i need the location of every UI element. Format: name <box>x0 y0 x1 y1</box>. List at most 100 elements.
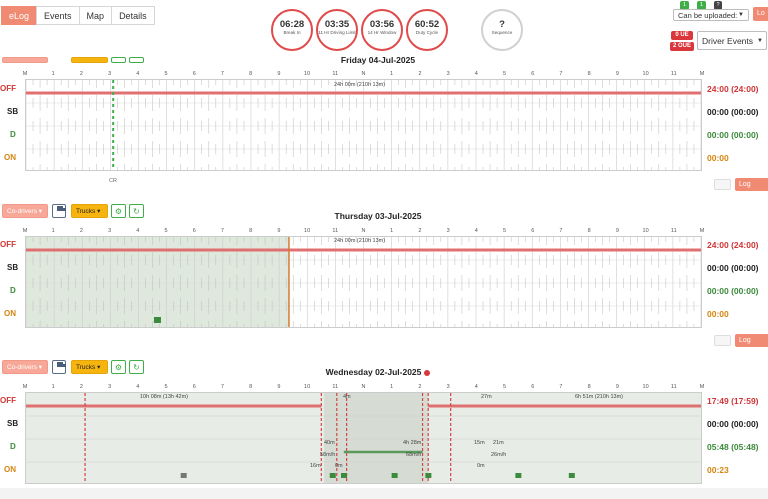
bottom-strip <box>0 488 768 499</box>
hour-label: 6 <box>531 384 535 390</box>
row-off-2: OFF <box>0 240 16 249</box>
hour-label: 11 <box>332 228 339 234</box>
day-title-3: Wednesday 02-Jul-2025 <box>228 367 528 377</box>
comment-button-2[interactable] <box>714 335 731 346</box>
truck-event-icon <box>180 473 187 478</box>
hour-label: 7 <box>559 228 563 234</box>
log-events-button-2[interactable]: Log Events <box>735 334 768 357</box>
driving-limit-gauge[interactable]: 03:35 11 Hr Driving Limit <box>316 9 358 51</box>
row-sb-1: SB <box>7 107 19 116</box>
hour-label: 4 <box>136 71 140 77</box>
hour-label: 7 <box>559 71 563 77</box>
upload-select[interactable]: Can be uploaded: ▼ <box>673 9 749 21</box>
trucks-label-2: Trucks <box>76 208 96 215</box>
seg-label-4h28m: 4h 28m <box>403 440 422 446</box>
hour-label: 4 <box>136 384 140 390</box>
hour-label: 1 <box>51 71 55 77</box>
sync-button-3[interactable]: ⚙ <box>111 360 126 374</box>
refresh-button-2[interactable]: ↻ <box>129 204 144 218</box>
log-events-button-1[interactable]: Log Events <box>735 178 768 201</box>
truck-icon-button-3[interactable] <box>52 360 66 374</box>
hour-label: 7 <box>220 228 224 234</box>
hour-label: M <box>22 384 28 390</box>
hour-label: 10 <box>304 71 311 77</box>
window-gauge[interactable]: 03:56 14 Hr Window <box>361 9 403 51</box>
hour-label: 2 <box>79 384 83 390</box>
hour-label: 6 <box>531 228 535 234</box>
sync-button-2[interactable]: ⚙ <box>111 204 126 218</box>
seg-label-16m: 16m <box>310 463 321 469</box>
hour-label: 9 <box>615 384 619 390</box>
window-label: 14 Hr Window <box>367 30 397 35</box>
hour-label: 2 <box>418 384 422 390</box>
co-drivers-button-1[interactable] <box>2 57 48 63</box>
refresh-button-3[interactable]: ↻ <box>129 360 144 374</box>
total-d-2: 00:00 (00:00) <box>707 286 759 296</box>
row-on-3: ON <box>4 465 16 474</box>
day-title-1: Friday 04-Jul-2025 <box>340 55 416 65</box>
row-on-1: ON <box>4 153 16 162</box>
hour-label: 2 <box>418 71 422 77</box>
badge-1[interactable]: 1 <box>680 1 689 10</box>
refresh-button-1[interactable] <box>129 57 144 63</box>
log-grid-1[interactable] <box>25 79 702 171</box>
total-sb-3: 00:00 (00:00) <box>707 419 759 429</box>
co-drivers-label-2: Co-drivers <box>7 208 37 215</box>
duty-cycle-gauge[interactable]: 60:52 Duty Cycle <box>406 9 448 51</box>
total-off-2: 24:00 (24:00) <box>707 240 759 250</box>
duty-cycle-value: 60:52 <box>414 19 440 30</box>
hour-label: N <box>361 71 366 77</box>
tab-events[interactable]: Events <box>36 6 80 25</box>
truck-event-icon <box>341 473 347 478</box>
ue-badge[interactable]: 0 UE <box>671 31 693 40</box>
total-off-3: 17:49 (17:59) <box>707 396 759 406</box>
row-on-2: ON <box>4 309 16 318</box>
break-in-gauge[interactable]: 06:28 Break In <box>271 9 313 51</box>
summary-label-2: 24h 00m (210h 13m) <box>334 238 386 244</box>
driving-limit-label: 11 Hr Driving Limit <box>318 30 356 35</box>
trucks-button-3[interactable]: Trucks ▾ <box>71 360 108 374</box>
hour-label: 8 <box>587 71 591 77</box>
hour-label: 5 <box>164 384 168 390</box>
seg-label-0m-a: 0m <box>335 463 343 469</box>
tab-details[interactable]: Details <box>111 6 155 25</box>
hour-label: 1 <box>51 384 55 390</box>
hour-label: 10 <box>642 71 649 77</box>
badge-truck[interactable]: 1 <box>697 1 706 10</box>
hour-label: 5 <box>503 71 507 77</box>
trucks-button-2[interactable]: Trucks ▾ <box>71 204 108 218</box>
hour-label: 3 <box>108 384 112 390</box>
total-d-1: 00:00 (00:00) <box>707 130 759 140</box>
log-grid-3[interactable] <box>25 392 702 484</box>
tab-map[interactable]: Map <box>78 6 113 25</box>
sequence-gauge[interactable]: ? Sequence <box>481 9 523 51</box>
row-off-1: OFF <box>0 84 16 93</box>
truck-icon-button-2[interactable] <box>52 204 66 218</box>
log-grid-2[interactable] <box>25 236 702 328</box>
hour-label: 1 <box>390 384 394 390</box>
hour-label: 11 <box>670 228 677 234</box>
trucks-button-1[interactable] <box>71 57 108 63</box>
driver-events-select[interactable]: Driver Events ▼ <box>697 31 767 50</box>
hour-label: 6 <box>531 71 535 77</box>
seg-label-4m: 4m <box>343 394 351 400</box>
row-off-3: OFF <box>0 396 16 405</box>
oue-badge[interactable]: 2 OUE <box>670 42 694 51</box>
comment-button-1[interactable] <box>714 179 731 190</box>
seg-label-27m: 27m <box>481 394 492 400</box>
tab-elog[interactable]: eLog <box>1 6 38 25</box>
hour-label: N <box>361 228 366 234</box>
seg-label-40m: 40m <box>324 440 335 446</box>
total-on-3: 00:23 <box>707 465 729 475</box>
co-drivers-button-3[interactable]: Co-drivers ▾ <box>2 360 48 374</box>
help-badge[interactable]: ? <box>714 1 722 10</box>
hour-label: 9 <box>615 71 619 77</box>
hour-label: M <box>699 384 705 390</box>
log-button-top[interactable]: Lo <box>753 7 768 21</box>
truck-icon <box>57 362 66 367</box>
total-sb-2: 00:00 (00:00) <box>707 263 759 273</box>
sync-button-1[interactable] <box>111 57 126 63</box>
warning-dot-icon <box>424 369 431 376</box>
summary-label-3b: 6h 51m (210h 13m) <box>575 394 623 400</box>
co-drivers-button-2[interactable]: Co-drivers ▾ <box>2 204 48 218</box>
